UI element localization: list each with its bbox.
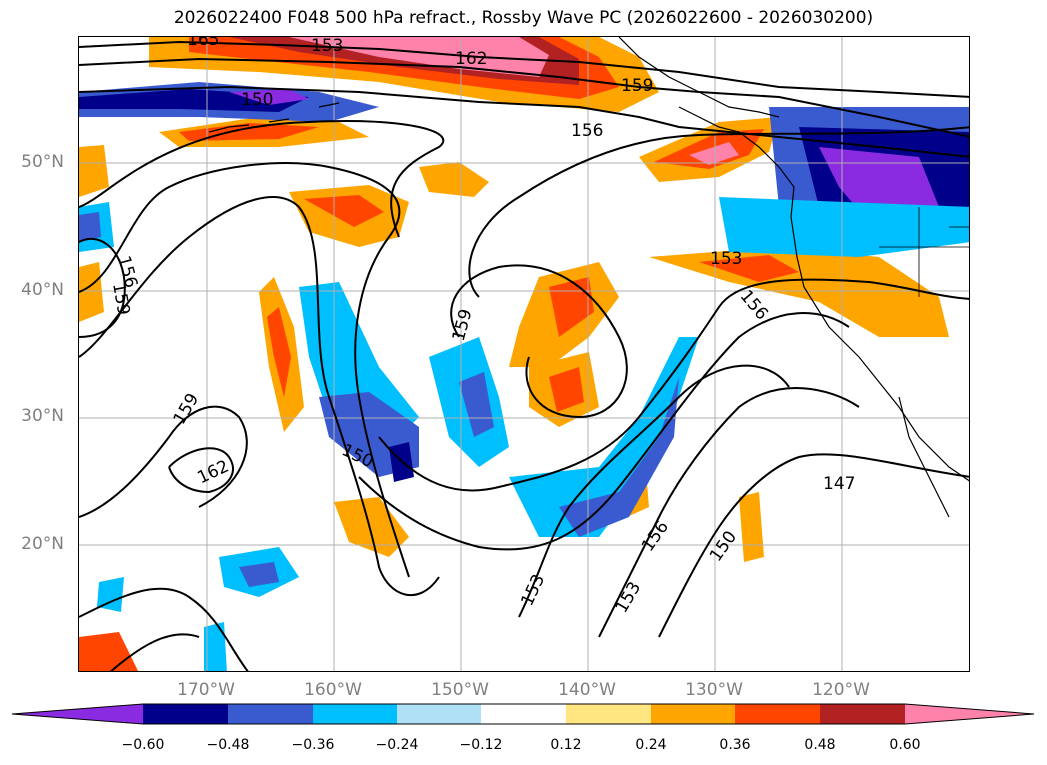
shade-pos-gulf-core [689,142,739,165]
contour-label: 153 [311,37,343,56]
shade-neg-ne-core [819,147,939,222]
shade-pos-south [334,497,409,557]
lon-label-130w: 130°W [685,680,743,700]
colorbar-tick: −0.60 [121,737,165,753]
contour-label: 159 [108,281,133,316]
shade-neg-north-core [229,89,309,105]
shade-pos-center-2 [549,277,594,337]
colorbar [11,703,1035,725]
contour-147-se [658,453,969,638]
shade-pos-east [649,247,949,337]
shade-pos-mid-3 [419,162,489,197]
height-contours [79,40,969,671]
shade-pos-center-4 [549,367,584,412]
colorbar-tick: 0.36 [719,737,751,753]
colorbar-tick: 0.60 [889,737,921,753]
contour-label: 153 [612,579,646,617]
shade-neg-westedge-2 [79,212,101,242]
colorbar-segment [481,704,566,724]
contour-156-north [468,126,969,298]
shade-neg-south-2 [239,562,279,587]
colorbar-tick: 0.48 [804,737,836,753]
lat-label-20n: 20°N [21,534,64,554]
shade-neg-ne-edge [719,197,969,257]
contour-label: 147 [823,474,855,494]
contour-ridge-loop [450,264,628,419]
contour-label: 162 [455,49,487,69]
shading-positive [79,37,949,671]
shade-pos-se-strip [739,492,764,562]
contour-label: 159 [170,390,204,428]
contour-159-trough [79,162,410,578]
lat-label-40n: 40°N [21,280,64,300]
shade-pos-nw [79,145,109,197]
colorbar-segment [905,704,1034,724]
contour-label: 165 [187,37,219,50]
contour-153-belt [378,278,969,492]
contour-156-w [79,237,126,338]
colorbar-segment [735,704,820,724]
map-panel: 165 162 159 156 153 150 147 156 159 162 … [78,36,970,672]
contour-156-west [79,120,445,238]
contour-165 [79,40,969,98]
colorbar-segment [228,704,313,724]
colorbar-tick: −0.24 [375,737,419,753]
shade-neg-sw-2 [204,622,227,671]
colorbar-outline [11,703,1035,725]
contour-153-sw [109,633,200,671]
contour-153-south [518,364,790,618]
colorbar-tick: 0.24 [635,737,667,753]
lon-label-170w: 170°W [177,680,235,700]
contour-label: 159 [449,307,477,344]
lon-label-160w: 160°W [304,680,362,700]
colorbar-tick: 0.12 [550,737,582,753]
colorbar-segment [651,704,735,724]
colorbar-segment [820,704,905,724]
lat-label-30n: 30°N [21,406,64,426]
colorbar-segment [313,704,397,724]
contour-label: 150 [706,527,741,565]
coastline-baja [898,396,950,518]
shade-pos-westedge [79,262,104,322]
colorbar-tick: −0.36 [291,737,335,753]
colorbar-segment [566,704,651,724]
contour-162-trough [79,196,440,597]
shade-neg-center-2 [459,372,494,437]
contour-label: 153 [710,249,742,269]
contour-label: 156 [571,121,603,141]
colorbar-tick: −0.48 [206,737,250,753]
contour-label: 159 [621,76,653,96]
colorbar-segment [397,704,481,724]
contour-156-sw [79,587,249,671]
contour-label: 156 [736,286,772,324]
contour-159 [79,85,969,158]
colorbar-segment [143,704,228,724]
lon-label-150w: 150°W [431,680,489,700]
shade-pos-mid-2 [304,195,384,227]
lon-label-120w: 120°W [812,680,870,700]
contour-159-sw [79,405,248,518]
colorbar-tick: −0.12 [459,737,503,753]
coastline-west-america [678,106,969,482]
shade-pos-west-strip-2 [267,307,291,397]
map-title: 2026022400 F048 500 hPa refract., Rossby… [173,8,874,28]
contour-162-sw-loop [168,447,234,494]
shade-pos-southwest [79,632,139,671]
contour-150-belt [358,312,850,551]
contour-162 [79,57,969,138]
lon-label-140w: 140°W [558,680,616,700]
shade-pos-east-2 [699,255,799,282]
shade-neg-southbelt [509,337,699,537]
lat-label-50n: 50°N [21,152,64,172]
contour-label: 153 [517,571,549,609]
map-canvas: 165 162 159 156 153 150 147 156 159 162 … [79,37,969,671]
coastline-aleutians [208,102,340,133]
colorbar-segment [12,704,143,724]
contour-label: 150 [241,90,273,110]
shade-neg-sw [97,577,124,612]
shade-neg-southbelt-2 [559,377,679,537]
state-borders [879,207,969,297]
contour-156-south [598,387,860,638]
